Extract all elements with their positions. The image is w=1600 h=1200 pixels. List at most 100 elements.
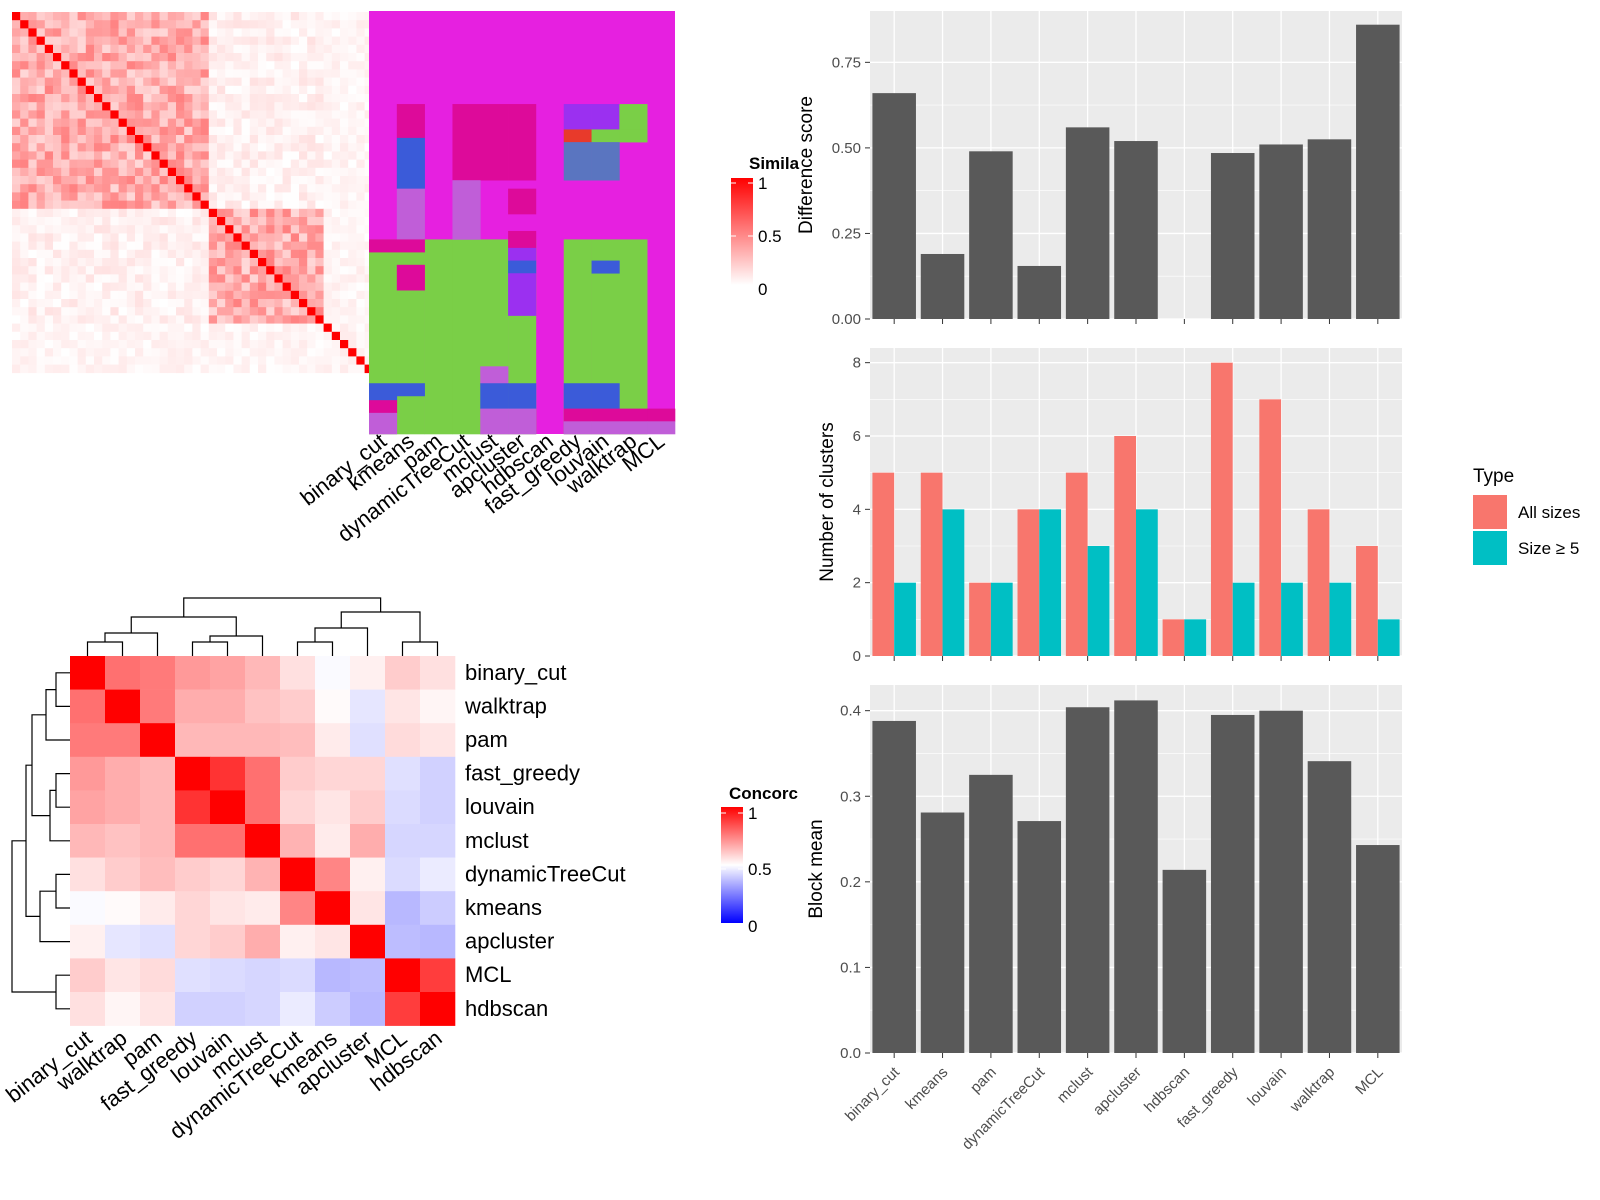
similarity-cell [348,184,357,193]
bar [1259,710,1303,1053]
similarity-cell [69,118,78,128]
similarity-cell [290,69,300,78]
concordance-cell [210,924,246,959]
similarity-cell [225,126,234,136]
similarity-cell [85,249,95,259]
bar [1307,139,1352,319]
similarity-cell [61,184,70,193]
similarity-cell [348,94,357,103]
similarity-cell [241,28,251,37]
similarity-cell [20,184,29,193]
concordance-cell [350,656,386,690]
similarity-cell [192,126,201,136]
similarity-cell [282,340,292,349]
similarity-cell [151,135,160,144]
similarity-cell [159,274,169,283]
similarity-cell [299,356,308,365]
similarity-cell [77,126,87,136]
similarity-cell [151,200,160,210]
similarity-cell [77,36,87,46]
similarity-cell [12,12,21,21]
similarity-cell [200,110,210,119]
similarity-cell [20,315,29,324]
similarity-cell [217,176,226,185]
similarity-cell [323,274,333,283]
similarity-cell [102,364,111,374]
concordance-cell [350,824,386,858]
similarity-cell [53,290,62,300]
similarity-cell [94,266,103,275]
similarity-cell [364,208,374,218]
similarity-cell [36,340,46,349]
concordance-cell [245,790,281,825]
similarity-cell [217,290,226,300]
bar [1162,869,1207,1053]
similarity-cell [233,241,242,251]
similarity-cell [323,36,333,46]
similarity-cell [20,340,29,349]
similarity-cell [143,53,152,62]
similarity-cell [167,331,177,341]
similarity-cell [61,12,70,21]
similarity-cell [241,192,251,201]
similarity-cell [364,290,374,300]
x-tick-label: louvain [1244,1064,1290,1110]
similarity-cell [94,233,103,242]
similarity-cell [102,118,111,128]
similarity-cell [233,266,242,275]
similarity-cell [69,364,78,374]
membership-block [619,239,648,435]
similarity-cell [266,118,275,128]
similarity-cell [290,225,300,234]
similarity-cell [118,331,128,341]
similarity-cell [282,151,292,160]
similarity-cell [61,274,70,283]
bar [1065,707,1110,1053]
similarity-cell [241,151,251,160]
similarity-cell [159,61,169,70]
similarity-cell [258,348,267,357]
concordance-cell [210,689,246,724]
membership-block [591,129,620,143]
similarity-cell [77,258,87,267]
similarity-cell [184,331,193,341]
similarity-cell [299,315,308,324]
similarity-cell [266,167,275,177]
similarity-cell [274,184,283,193]
similarity-cell [217,167,226,177]
similarity-cell [348,135,357,144]
similarity-cell [85,192,95,201]
similarity-cell [69,102,78,111]
similarity-cell [94,356,103,365]
similarity-cell [241,135,251,144]
similarity-cell [274,110,283,119]
similarity-cell [323,85,333,95]
similarity-cell [364,176,374,185]
similarity-cell [233,85,242,95]
similarity-cell [69,12,78,21]
similarity-cell [94,299,103,308]
similarity-cell [241,241,251,251]
similarity-cell [208,200,218,210]
concordance-cell [350,756,386,791]
concordance-cell [385,824,421,858]
similarity-cell [69,323,78,333]
similarity-cell [266,331,275,341]
similarity-cell [299,241,308,251]
similarity-cell [348,249,357,259]
concordance-cell [315,689,351,724]
similarity-cell [159,77,169,87]
similarity-cell [299,53,308,62]
similarity-cell [135,20,144,29]
similarity-cell [290,167,300,177]
similarity-cell [12,102,21,111]
concordance-legend-tick: 1 [748,804,757,823]
similarity-cell [290,135,300,144]
similarity-cell [167,167,177,177]
concordance-cell [175,790,211,825]
similarity-cell [12,28,21,37]
similarity-cell [176,233,185,242]
bar [920,812,965,1053]
similarity-cell [192,20,201,29]
similarity-cell [192,225,201,234]
